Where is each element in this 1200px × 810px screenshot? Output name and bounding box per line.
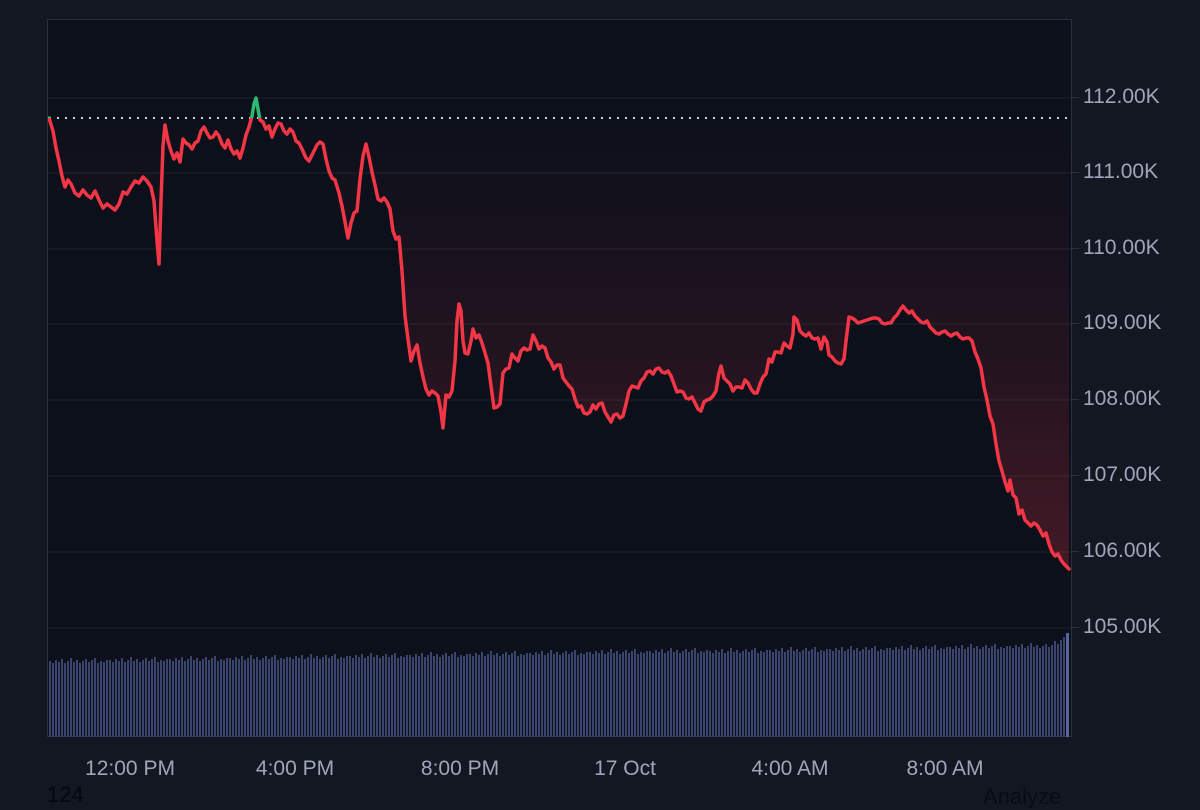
x-axis-label: 4:00 AM [751, 757, 829, 780]
analyze-button[interactable]: Analyze [983, 784, 1062, 809]
y-axis-tick [1072, 323, 1079, 324]
y-axis-label: 107.00K [1083, 463, 1162, 486]
price-chart-plot-area[interactable] [47, 19, 1073, 737]
y-axis-label: 110.00K [1083, 236, 1160, 259]
y-axis-tick [1072, 399, 1079, 400]
x-axis-label: 12:00 PM [85, 757, 175, 780]
y-axis-label: 108.00K [1083, 387, 1162, 410]
x-axis-label: 4:00 PM [255, 757, 335, 780]
footer-count-text: 124 [47, 782, 84, 807]
x-axis-label: 8:00 PM [420, 757, 500, 780]
price-line-chart-canvas [48, 96, 1073, 737]
x-axis-label: 8:00 AM [906, 757, 984, 780]
y-axis-tick [1072, 172, 1079, 173]
volume-bars [49, 633, 1069, 737]
y-axis-tick [1072, 475, 1079, 476]
y-axis-label: 105.00K [1083, 615, 1162, 638]
price-area-fill [49, 98, 1069, 569]
y-axis-label: 112.00K [1083, 85, 1160, 108]
y-axis-label: 109.00K [1083, 311, 1162, 334]
price-line-down [48, 118, 1071, 571]
y-axis-label: 106.00K [1083, 539, 1162, 562]
y-axis-tick [1072, 627, 1079, 628]
y-axis-tick [1072, 551, 1079, 552]
y-axis-tick [1072, 97, 1079, 98]
y-axis-label: 111.00K [1083, 160, 1159, 183]
x-axis-label: 17 Oct [594, 757, 656, 780]
y-axis-tick [1072, 248, 1079, 249]
